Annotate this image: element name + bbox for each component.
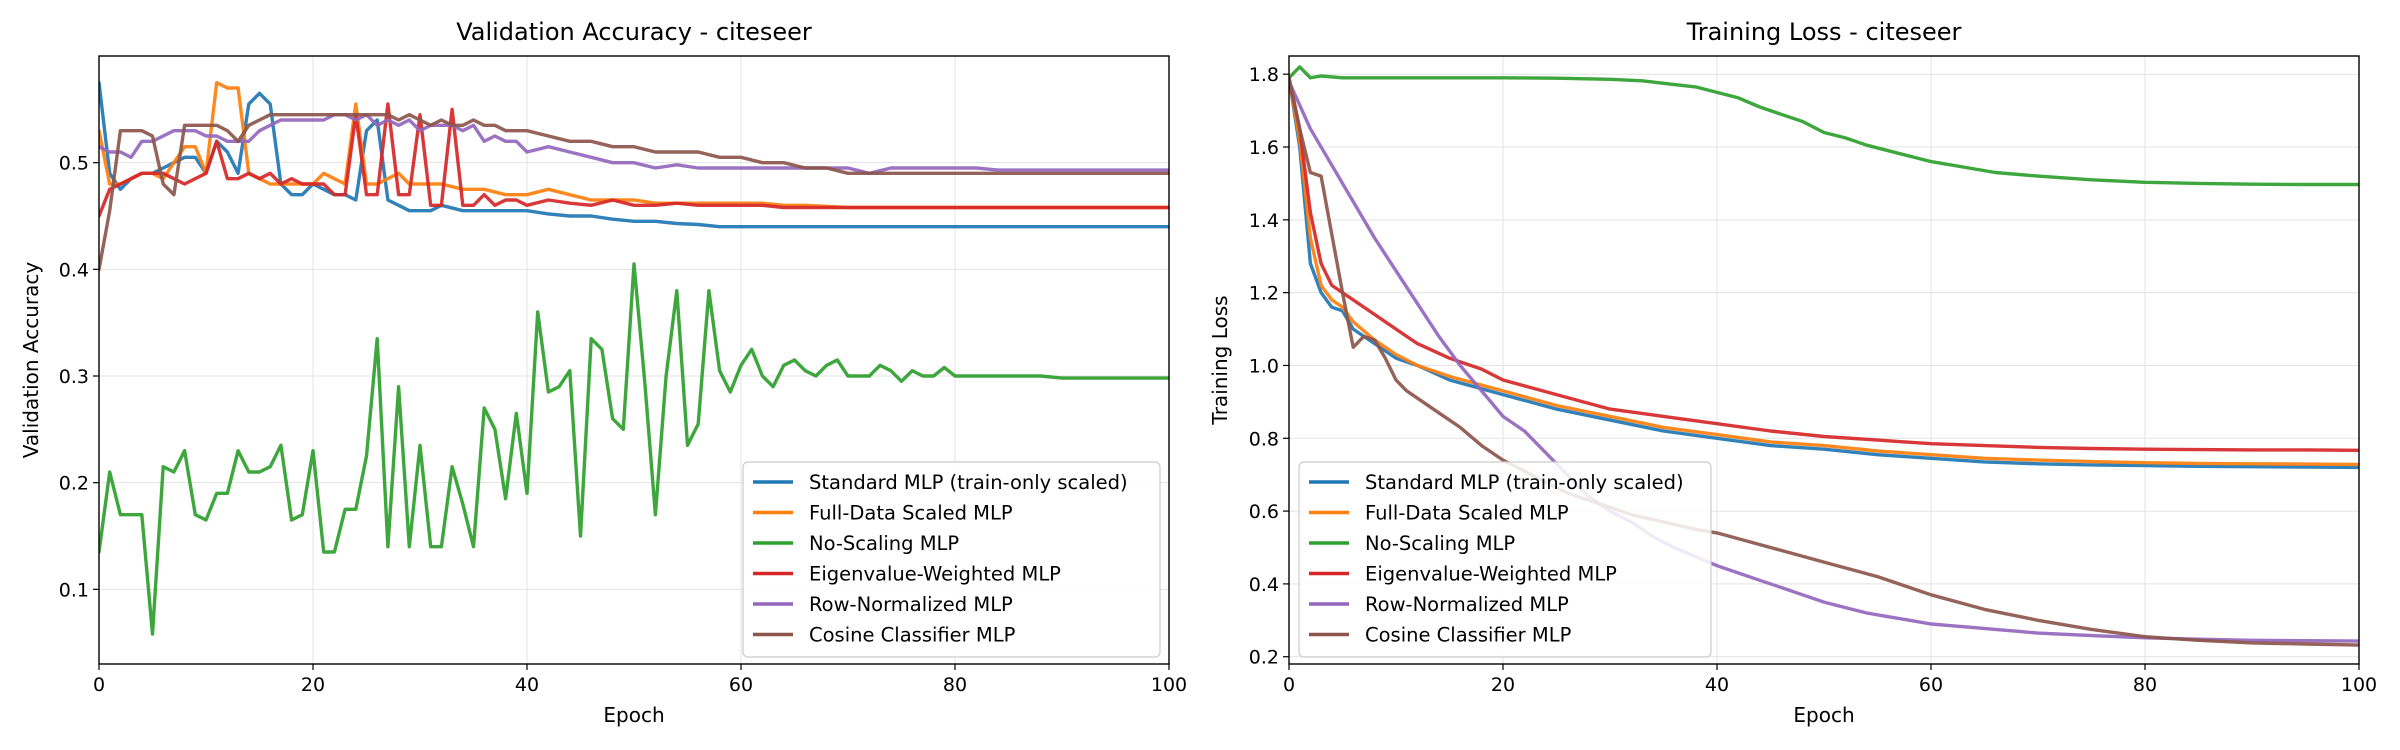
y-tick-label: 0.2 [59,473,89,495]
series-line-1 [1289,76,2359,470]
x-tick-label: 100 [2341,674,2377,696]
legend: Standard MLP (train-only scaled) Full-Dat… [1298,461,1712,658]
y-tick-label: 1.0 [1249,355,1279,377]
y-tick-label: 0.5 [59,153,89,175]
series-line-3 [1289,65,2359,187]
series-line-4 [99,102,1169,218]
plot-frame [1288,55,2360,665]
y-tick-label: 1.4 [1249,210,1279,232]
x-tick-label: 20 [1491,674,1515,696]
x-axis-label: Epoch [603,703,664,727]
y-tick-label: 0.6 [1249,501,1279,523]
legend-box [742,461,1161,658]
x-tick-label: 40 [515,674,539,696]
y-axis-label: Training Loss [1208,295,1232,425]
training-loss-chart: Training Loss - citeseer Epoch Training … [1208,18,2377,727]
x-tick-label: 80 [2133,674,2157,696]
y-tick-label: 0.4 [59,259,89,281]
y-tick-label: 0.8 [1249,428,1279,450]
legend-label: Full-Data Scaled MLP [809,502,1013,525]
legend-label: Row-Normalized MLP [1365,593,1569,616]
x-tick-label: 60 [1919,674,1943,696]
x-tick-label: 80 [943,674,967,696]
series-line-3 [99,262,1169,636]
series-line-1 [99,81,1169,229]
legend-label: Standard MLP (train-only scaled) [1365,471,1684,494]
x-tick-label: 0 [93,674,105,696]
y-tick-label: 1.6 [1249,137,1279,159]
series-line-5 [99,113,1169,175]
legend: Standard MLP (train-only scaled) Full-Dat… [742,461,1161,658]
legend-label: Eigenvalue-Weighted MLP [1365,563,1617,586]
legend-label: Eigenvalue-Weighted MLP [809,563,1061,586]
x-tick-label: 100 [1151,674,1187,696]
series-lines [99,81,1169,636]
x-tick-label: 60 [729,674,753,696]
series-line-2 [99,81,1169,210]
x-tick-label: 20 [301,674,325,696]
legend-label: No-Scaling MLP [809,532,959,555]
y-tick-label: 0.4 [1249,574,1279,596]
series-line-4 [1289,76,2359,452]
legend-label: No-Scaling MLP [1365,532,1515,555]
validation-accuracy-chart: Validation Accuracy - citeseer Epoch Val… [19,18,1187,727]
y-tick-label: 0.1 [59,579,89,601]
y-tick-label: 1.8 [1249,64,1279,86]
plot-frame [98,55,1170,665]
series-line-5 [1289,79,2359,643]
y-tick-label: 0.2 [1249,647,1279,669]
chart-title: Training Loss - citeseer [1686,18,1962,46]
legend-label: Cosine Classifier MLP [809,624,1016,647]
legend-label: Full-Data Scaled MLP [1365,502,1569,525]
series-line-6 [99,113,1169,271]
y-tick-label: 0.3 [59,366,89,388]
legend-label: Cosine Classifier MLP [1365,624,1572,647]
legend-box [1298,461,1712,658]
series-line-2 [1289,76,2359,467]
y-axis-label: Validation Accuracy [19,262,43,459]
legend-label: Row-Normalized MLP [809,593,1013,616]
chart-title: Validation Accuracy - citeseer [456,18,812,46]
y-tick-label: 1.2 [1249,283,1279,305]
x-axis-label: Epoch [1793,703,1854,727]
legend-label: Standard MLP (train-only scaled) [809,471,1128,494]
x-tick-label: 40 [1705,674,1729,696]
x-tick-label: 0 [1283,674,1295,696]
